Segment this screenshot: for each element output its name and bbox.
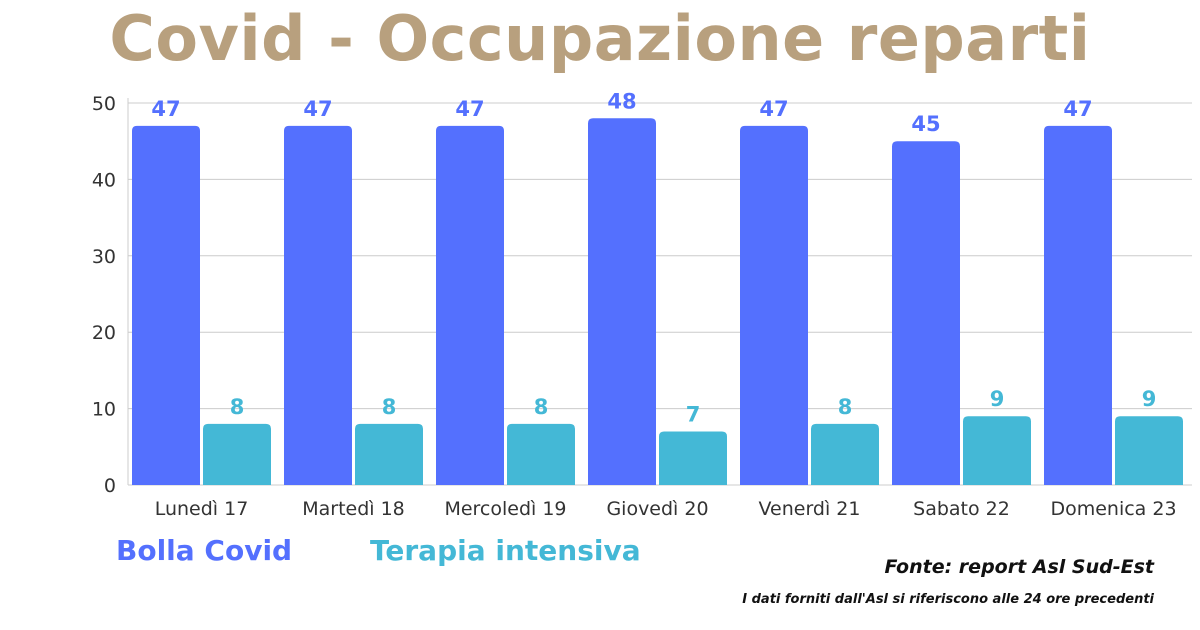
data-label: 47 [759, 97, 788, 121]
bar-bolla-covid [132, 125, 200, 486]
data-label: 8 [534, 395, 549, 419]
source-text: Fonte: report Asl Sud-Est [884, 556, 1154, 578]
data-label: 7 [686, 403, 701, 427]
footnote-text: I dati forniti dall'Asl si riferiscono a… [742, 592, 1154, 607]
data-label: 47 [1063, 97, 1092, 121]
y-tick-label: 10 [92, 399, 116, 421]
bar-terapia-intensiva [355, 423, 423, 485]
y-tick-label: 20 [92, 322, 116, 344]
legend-terapia-intensiva: Terapia intensiva [370, 534, 641, 567]
data-label: 48 [607, 89, 636, 113]
data-label: 47 [151, 97, 180, 121]
data-label: 9 [990, 387, 1005, 411]
data-label: 8 [838, 395, 853, 419]
bar-terapia-intensiva [507, 423, 575, 485]
data-label: 8 [382, 395, 397, 419]
y-tick-label: 50 [92, 93, 116, 115]
data-label: 8 [230, 395, 245, 419]
bar-terapia-intensiva [963, 416, 1031, 485]
y-tick-label: 30 [92, 246, 116, 268]
bar-bolla-covid [740, 125, 808, 486]
data-label: 47 [303, 97, 332, 121]
data-label: 47 [455, 97, 484, 121]
bar-terapia-intensiva [203, 423, 271, 485]
data-label: 45 [911, 112, 940, 136]
y-tick-label: 40 [92, 169, 116, 191]
legend-bolla-covid: Bolla Covid [116, 534, 293, 567]
bar-terapia-intensiva [811, 423, 879, 485]
x-tick-label: Martedì 18 [302, 498, 405, 520]
data-label: 9 [1142, 387, 1157, 411]
bar-bolla-covid [588, 118, 656, 485]
x-tick-label: Venerdì 21 [759, 498, 861, 520]
chart-title: Covid - Occupazione reparti [109, 2, 1091, 75]
x-tick-label: Domenica 23 [1050, 498, 1176, 520]
bar-bolla-covid [436, 125, 504, 486]
x-tick-label: Giovedì 20 [606, 498, 708, 520]
x-tick-label: Lunedì 17 [155, 498, 249, 520]
bar-terapia-intensiva [659, 431, 727, 485]
bar-bolla-covid [1044, 125, 1112, 486]
bar-bolla-covid [284, 125, 352, 486]
bar-terapia-intensiva [1115, 416, 1183, 485]
y-tick-label: 0 [104, 475, 116, 497]
x-tick-label: Mercoledì 19 [444, 498, 566, 520]
x-tick-label: Sabato 22 [913, 498, 1010, 520]
bar-bolla-covid [892, 141, 960, 485]
